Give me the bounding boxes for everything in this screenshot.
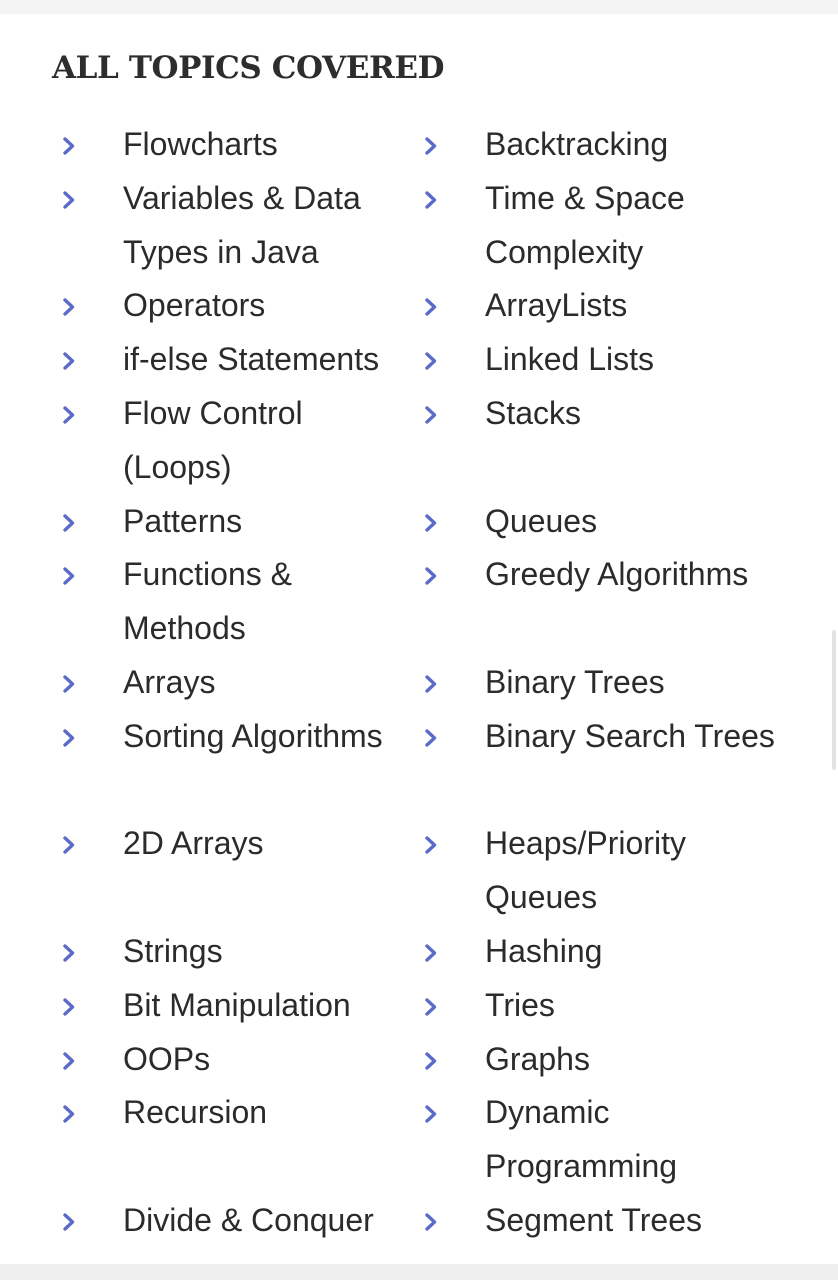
topic-item: ArrayLists [414,279,832,333]
chevron-right-icon [424,190,438,210]
top-divider [0,0,838,14]
topic-label: Sorting Algorithms [123,717,383,754]
topic-label: Queues [485,502,598,539]
topic-item: Binary Trees [414,656,832,710]
topic-label: Dynamic Programming [485,1094,678,1185]
topic-label: ArrayLists [485,287,628,324]
topic-item: Patterns [52,495,414,549]
topics-list-left: Flowcharts Variables & Data Types in Java… [52,118,414,1248]
chevron-right-icon [424,136,438,156]
chevron-right-icon [424,297,438,317]
chevron-right-icon [62,674,76,694]
topic-label: Segment Trees [485,1201,702,1238]
topic-label: Flowcharts [123,126,278,162]
topic-item: Hashing [414,925,832,979]
topics-list-right: Backtracking Time & Space Complexity Array… [414,118,832,1248]
chevron-right-icon [424,1051,438,1071]
topic-item: Bit Manipulation [52,979,414,1033]
chevron-right-icon [62,1104,76,1124]
topic-label: Backtracking [485,126,669,162]
topic-label: Operators [123,287,266,324]
topic-label: 2D Arrays [123,825,264,862]
topic-label: Bit Manipulation [123,986,351,1023]
topic-label: Arrays [123,663,216,700]
chevron-right-icon [62,943,76,963]
topic-label: Time & Space Complexity [485,179,685,270]
topic-label: Binary Trees [485,663,665,700]
topic-label: Hashing [485,932,603,969]
topic-item: Linked Lists [414,333,832,387]
topic-item: Backtracking [414,118,832,172]
chevron-right-icon [424,513,438,533]
topic-item: Queues [414,495,832,549]
topic-item: Operators [52,279,414,333]
topic-label: Divide & Conquer [123,1201,374,1238]
topic-label: if-else Statements [123,341,380,378]
chevron-right-icon [62,997,76,1017]
chevron-right-icon [62,297,76,317]
chevron-right-icon [424,835,438,855]
chevron-right-icon [62,728,76,748]
topic-item: Recursion [52,1086,414,1194]
topic-label: Recursion [123,1094,268,1131]
topic-label: Linked Lists [485,341,654,378]
topic-item: Flowcharts [52,118,414,172]
topic-item: Time & Space Complexity [414,172,832,280]
topic-item: Divide & Conquer [52,1194,414,1248]
topic-item: Sorting Algorithms [52,710,414,818]
topic-label: Strings [123,932,223,969]
topic-item: Tries [414,979,832,1033]
chevron-right-icon [62,1212,76,1232]
chevron-right-icon [424,728,438,748]
topic-item: Dynamic Programming [414,1086,832,1194]
topic-label: Patterns [123,502,243,539]
topic-item: Variables & Data Types in Java [52,172,414,280]
topic-item: Graphs [414,1033,832,1087]
chevron-right-icon [424,1212,438,1232]
chevron-right-icon [62,1051,76,1071]
chevron-right-icon [62,835,76,855]
chevron-right-icon [424,1104,438,1124]
topic-item: Flow Control (Loops) [52,387,414,495]
topic-label: Stacks [485,394,582,431]
chevron-right-icon [62,513,76,533]
topic-item: if-else Statements [52,333,414,387]
section-heading: ALL TOPICS COVERED [52,50,445,86]
topic-item: Greedy Algorithms [414,548,832,656]
topic-label: OOPs [123,1040,211,1077]
chevron-right-icon [424,943,438,963]
topic-label: Flow Control (Loops) [123,394,303,485]
chevron-right-icon [62,136,76,156]
topic-label: Greedy Algorithms [485,556,749,593]
topic-item: Binary Search Trees [414,710,832,818]
topic-item: Arrays [52,656,414,710]
chevron-right-icon [424,997,438,1017]
topic-item: Strings [52,925,414,979]
topic-item: Functions & Methods [52,548,414,656]
chevron-right-icon [62,190,76,210]
topic-item: Stacks [414,387,832,495]
chevron-right-icon [424,674,438,694]
scrollbar[interactable] [832,630,836,770]
chevron-right-icon [424,566,438,586]
topic-label: Functions & Methods [123,556,292,647]
bottom-divider [0,1264,838,1280]
topic-label: Variables & Data Types in Java [123,179,361,270]
chevron-right-icon [424,405,438,425]
topic-label: Tries [485,986,555,1023]
topic-item: OOPs [52,1033,414,1087]
chevron-right-icon [62,351,76,371]
chevron-right-icon [424,351,438,371]
topic-item: Segment Trees [414,1194,832,1248]
topic-label: Heaps/Priority Queues [485,825,686,916]
topic-item: 2D Arrays [52,817,414,925]
topic-label: Binary Search Trees [485,717,775,754]
chevron-right-icon [62,566,76,586]
topics-grid: Flowcharts Variables & Data Types in Java… [52,118,832,1248]
topic-label: Graphs [485,1040,590,1077]
chevron-right-icon [62,405,76,425]
topic-item: Heaps/Priority Queues [414,817,832,925]
